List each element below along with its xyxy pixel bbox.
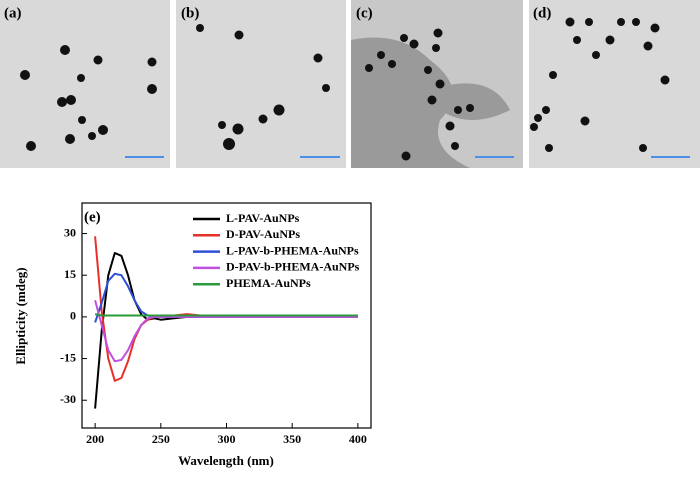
legend-label: D-PAV-b-PHEMA-AuNPs	[226, 260, 360, 274]
x-tick-label: 250	[152, 432, 170, 446]
legend-label: L-PAV-AuNPs	[226, 211, 300, 225]
legend-label: D-PAV-AuNPs	[226, 227, 300, 241]
series-line	[94, 299, 358, 363]
y-tick-label: 0	[70, 309, 76, 323]
x-tick-label: 350	[283, 432, 301, 446]
panel-label: (b)	[181, 5, 199, 21]
particles	[20, 17, 670, 161]
y-tick-label: 30	[64, 225, 76, 239]
x-tick-label: 200	[86, 432, 104, 446]
legend-label: L-PAV-b-PHEMA-AuNPs	[226, 243, 359, 257]
panel-label: (a)	[4, 5, 22, 21]
x-axis-label: Wavelength (nm)	[178, 453, 274, 468]
panel-label: (c)	[356, 5, 373, 21]
y-axis-label: Ellipticity (mdeg)	[13, 267, 28, 364]
tem-image-a	[0, 0, 170, 168]
y-tick-label: -15	[60, 350, 76, 364]
x-tick-label: 400	[349, 432, 367, 446]
legend-label: PHEMA-AuNPs	[226, 276, 311, 290]
x-tick-label: 300	[218, 432, 236, 446]
tem-image-b	[176, 0, 346, 168]
tem-images: (a) (b) (c) (d)	[0, 0, 700, 168]
y-tick-label: -30	[60, 392, 76, 406]
panel-label: (d)	[533, 5, 551, 21]
series-line	[94, 313, 358, 317]
panel-label: (e)	[84, 209, 101, 225]
y-tick-label: 15	[64, 267, 76, 281]
tem-image-d	[529, 0, 700, 168]
series-line	[94, 236, 358, 382]
